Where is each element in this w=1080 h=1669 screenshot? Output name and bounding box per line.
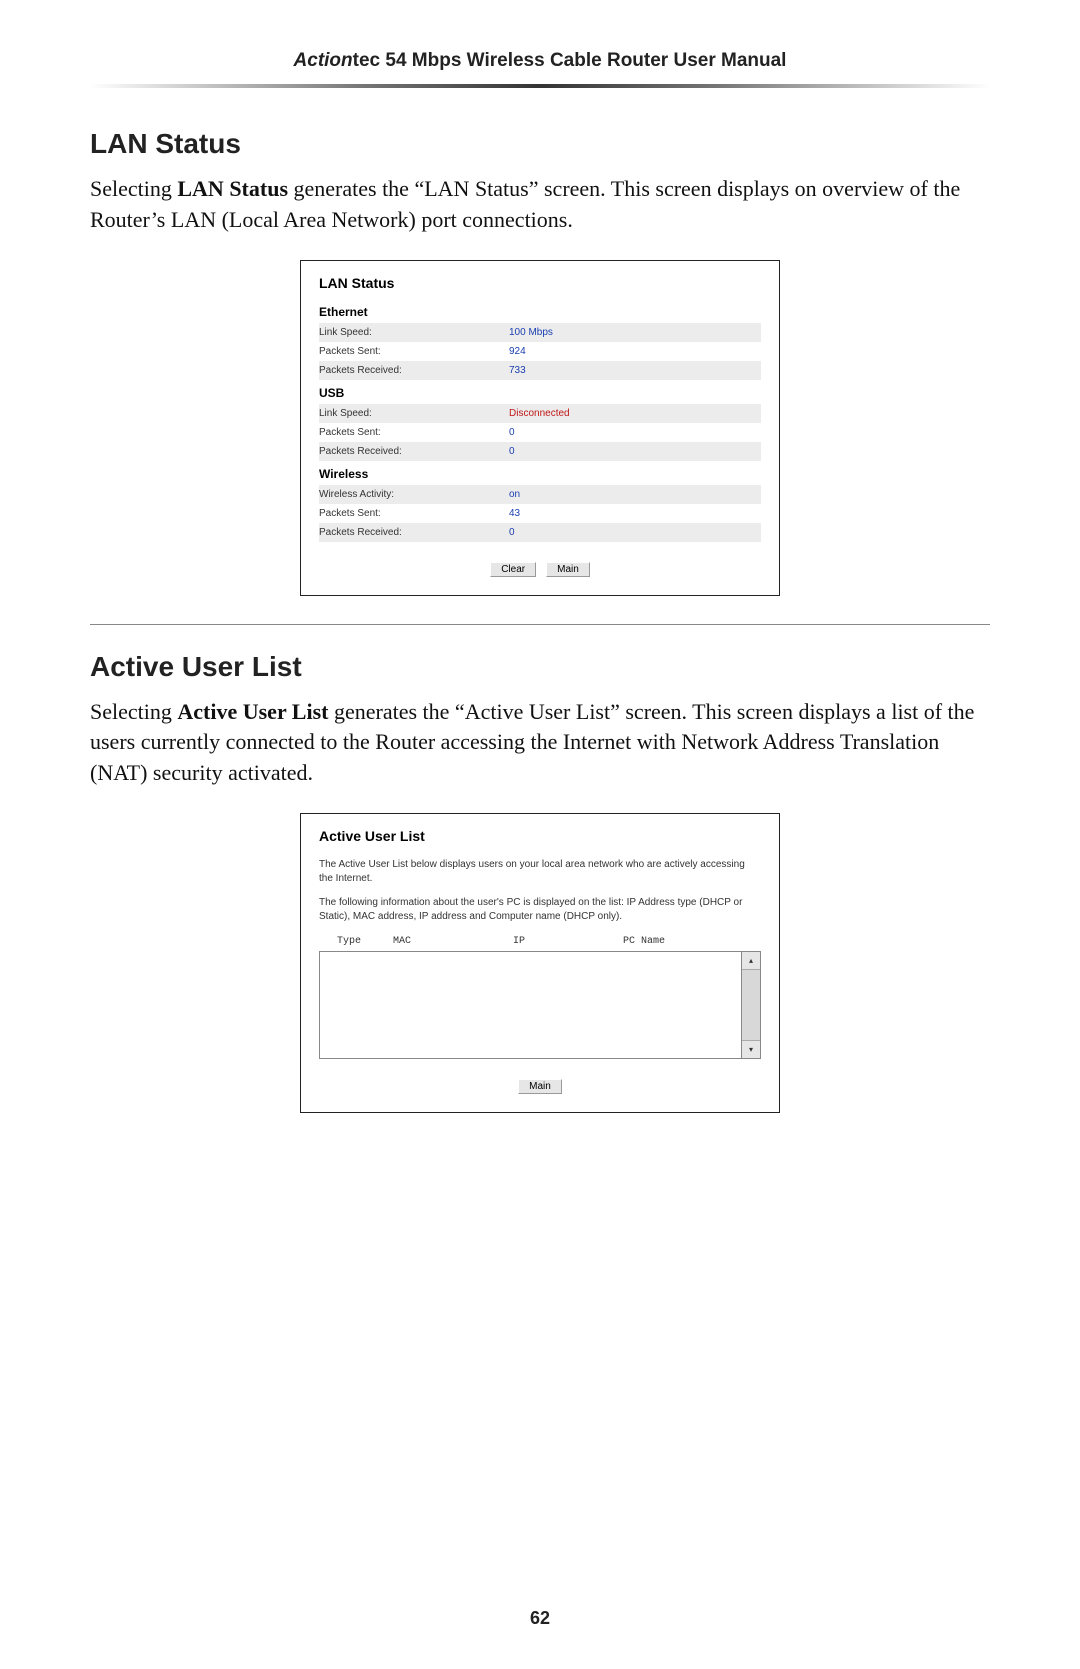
- text-smallcaps: LAN: [171, 207, 216, 232]
- wireless-sent-label: Packets Sent:: [319, 508, 509, 519]
- wireless-activity-value: on: [509, 489, 520, 500]
- eth-linkspeed-label: Link Speed:: [319, 327, 509, 338]
- eth-sent-row: Packets Sent: 924: [319, 342, 761, 361]
- usb-recv-row: Packets Received: 0: [319, 442, 761, 461]
- aul-desc-2: The following information about the user…: [319, 896, 761, 924]
- usb-recv-label: Packets Received:: [319, 446, 509, 457]
- wireless-activity-label: Wireless Activity:: [319, 489, 509, 500]
- brand-suffix: tec: [353, 50, 380, 71]
- eth-sent-value: 924: [509, 346, 526, 357]
- section-divider: [90, 624, 990, 625]
- eth-linkspeed-row: Link Speed: 100 Mbps: [319, 323, 761, 342]
- active-user-list-heading: Active User List: [90, 651, 990, 683]
- text-bold: Active User List: [177, 699, 328, 724]
- brand-prefix: Action: [294, 50, 353, 71]
- text-smallcaps: NAT: [97, 760, 140, 785]
- header-divider: [90, 84, 990, 88]
- usb-sent-value: 0: [509, 427, 515, 438]
- aul-scrollbar[interactable]: ▴ ▾: [741, 951, 761, 1059]
- usb-linkspeed-value: Disconnected: [509, 408, 570, 419]
- usb-linkspeed-row: Link Speed: Disconnected: [319, 404, 761, 423]
- usb-subhead: USB: [319, 386, 761, 400]
- wireless-recv-row: Packets Received: 0: [319, 523, 761, 542]
- scroll-down-icon[interactable]: ▾: [742, 1040, 760, 1058]
- text: Selecting: [90, 176, 177, 201]
- wireless-sent-row: Packets Sent: 43: [319, 504, 761, 523]
- wireless-sent-value: 43: [509, 508, 520, 519]
- aul-desc-1: The Active User List below displays user…: [319, 858, 761, 886]
- text: (Local Area Network) port connections.: [216, 207, 573, 232]
- header-title-rest: 54 Mbps Wireless Cable Router User Manua…: [380, 50, 786, 71]
- usb-linkspeed-label: Link Speed:: [319, 408, 509, 419]
- usb-sent-label: Packets Sent:: [319, 427, 509, 438]
- col-type: Type: [337, 936, 393, 947]
- aul-panel-title: Active User List: [319, 828, 761, 844]
- usb-sent-row: Packets Sent: 0: [319, 423, 761, 442]
- wireless-activity-row: Wireless Activity: on: [319, 485, 761, 504]
- lan-status-paragraph: Selecting LAN Status generates the “LAN …: [90, 174, 990, 236]
- wireless-recv-label: Packets Received:: [319, 527, 509, 538]
- eth-recv-row: Packets Received: 733: [319, 361, 761, 380]
- aul-column-headers: Type MAC IP PC Name: [319, 934, 761, 951]
- active-user-list-paragraph: Selecting Active User List generates the…: [90, 697, 990, 789]
- scroll-up-icon[interactable]: ▴: [742, 952, 760, 970]
- text: ) security activated.: [140, 760, 313, 785]
- wireless-subhead: Wireless: [319, 467, 761, 481]
- text: Selecting: [90, 699, 177, 724]
- lan-status-panel: LAN Status Ethernet Link Speed: 100 Mbps…: [300, 260, 780, 596]
- text: generates the “: [288, 176, 424, 201]
- eth-linkspeed-value: 100 Mbps: [509, 327, 553, 338]
- lan-status-heading: LAN Status: [90, 128, 990, 160]
- main-button[interactable]: Main: [546, 562, 590, 577]
- text-smallcaps: LAN: [424, 176, 469, 201]
- aul-listbox[interactable]: [319, 951, 741, 1059]
- manual-header: Actiontec 54 Mbps Wireless Cable Router …: [90, 50, 990, 84]
- col-mac: MAC: [393, 936, 513, 947]
- page-number: 62: [0, 1608, 1080, 1629]
- eth-recv-label: Packets Received:: [319, 365, 509, 376]
- ethernet-subhead: Ethernet: [319, 305, 761, 319]
- lan-panel-title: LAN Status: [319, 275, 761, 291]
- wireless-recv-value: 0: [509, 527, 515, 538]
- eth-recv-value: 733: [509, 365, 526, 376]
- main-button[interactable]: Main: [518, 1079, 562, 1094]
- text-bold: LAN Status: [177, 176, 288, 201]
- usb-recv-value: 0: [509, 446, 515, 457]
- col-pcname: PC Name: [623, 936, 757, 947]
- eth-sent-label: Packets Sent:: [319, 346, 509, 357]
- active-user-list-panel: Active User List The Active User List be…: [300, 813, 780, 1113]
- clear-button[interactable]: Clear: [490, 562, 536, 577]
- col-ip: IP: [513, 936, 623, 947]
